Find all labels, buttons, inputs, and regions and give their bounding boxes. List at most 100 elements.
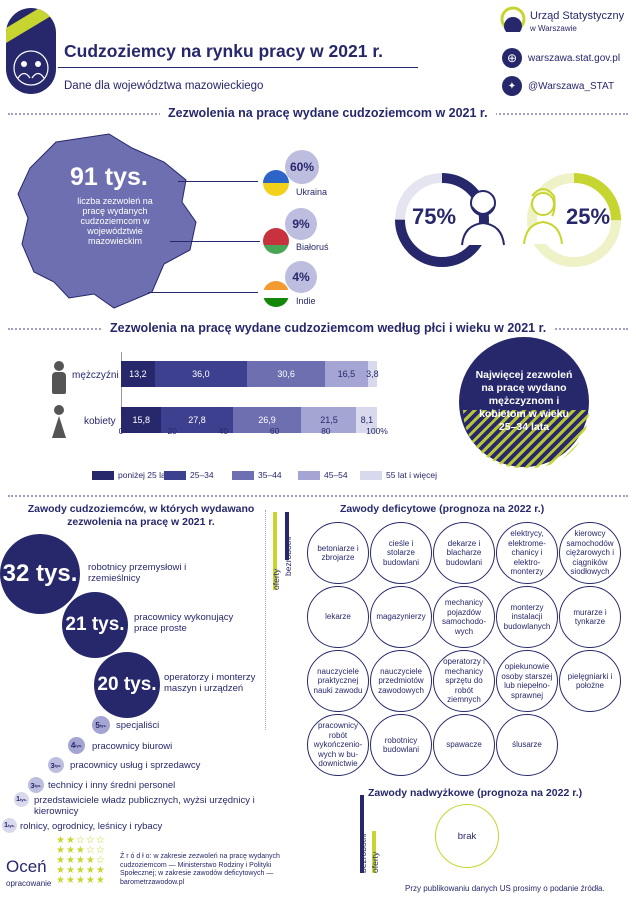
deficit-occupation: robotnicy budowlani <box>370 714 432 776</box>
country-name: Ukraina <box>296 187 328 197</box>
section2-title: Zezwolenia na pracę wydane cudzoziemcom … <box>102 321 555 335</box>
bar-segment: 26,9 <box>232 407 302 433</box>
india-flag-icon <box>263 281 289 307</box>
bar-segment: 21,5 <box>301 407 357 433</box>
legend-swatch <box>232 470 254 480</box>
deficit-occupation: opiekunowie osoby starszej lub niepełno-… <box>496 650 558 712</box>
section3-separator <box>8 495 628 497</box>
page-title: Cudzoziemcy na rynku pracy w 2021 r. <box>64 41 384 61</box>
org-name: Urząd Statystyczny <box>530 10 625 22</box>
twitter-icon: ✦ <box>502 76 522 96</box>
legend-label: 55 lat i więcej <box>386 470 438 480</box>
axis-label-unemployed: bezrobotni <box>283 536 293 576</box>
title-divider <box>58 67 418 68</box>
bar-row-men: 13,2 36,0 30,6 16,5 3,8 <box>121 361 379 387</box>
occupation-small-bubble: 3 tys. <box>48 757 64 773</box>
section4-left-divider <box>265 510 266 730</box>
deficit-occupation: nauczyciele praktycznej nauki zawodu <box>307 650 369 712</box>
star-icon[interactable]: ★★★☆☆ <box>56 845 106 856</box>
legend-item: 45–54 <box>298 470 348 480</box>
country-name: Białoruś <box>296 242 329 252</box>
occupation-small-bubble: 1 tys. <box>2 818 17 833</box>
permits-description: liczba zezwoleń na pracę wydanych cudzoz… <box>77 196 153 246</box>
legend-item: 25–34 <box>164 470 214 480</box>
rating-stars[interactable]: ★★☆☆☆ ★★★☆☆ ★★★★☆ ★★★★★ ★★★★★ <box>56 836 116 892</box>
legend-swatch <box>360 470 382 480</box>
country-pct-bubble: 9% <box>285 208 317 240</box>
bar-segment: 13,2 <box>121 361 155 387</box>
occupation-small-bubble: 3 tys. <box>28 777 44 793</box>
x-tick-label: 80 <box>321 426 331 436</box>
twitter-link[interactable]: @Warszawa_STAT <box>528 81 615 92</box>
occupation-label: przedstawiciele władz publicznych, wyżsi… <box>34 795 255 817</box>
axis-label-unemployed: bezrobotni <box>358 833 368 873</box>
surplus-none-label: brak <box>457 830 477 842</box>
belarus-flag-icon <box>263 228 289 254</box>
bar-segment: 8,1 <box>356 407 378 433</box>
org-subname: w Warszawie <box>530 24 577 33</box>
man-icon <box>461 190 505 246</box>
website-link[interactable]: warszawa.stat.gov.pl <box>528 53 621 64</box>
occupation-small-bubble: 5 tys. <box>92 716 110 734</box>
section1-title: Zezwolenia na pracę wydane cudzoziemcom … <box>160 106 496 120</box>
women-pct: 25% <box>566 204 611 229</box>
star-icon[interactable]: ★★☆☆☆ <box>56 835 106 846</box>
axis-label-offers: oferty <box>370 851 380 873</box>
country-pct-bubble: 4% <box>285 261 317 293</box>
deficit-occupation: murarze i tynkarze <box>559 586 621 648</box>
legend-swatch <box>298 470 320 480</box>
bar-segment: 30,6 <box>246 361 326 387</box>
star-icon[interactable]: ★★★★☆ <box>56 855 106 866</box>
deficit-occupation: betoniarze i zbrojarze <box>307 522 369 584</box>
legend-item: 55 lat i więcej <box>360 470 437 480</box>
section4-title: Zawody deficytowe (prognoza na 2022 r.) <box>340 503 545 515</box>
surplus-axis: bezrobotni oferty <box>358 795 388 875</box>
woman-silhouette-icon <box>52 405 66 439</box>
deficit-occupation: mechanicy pojazdów samochodo-wych <box>433 586 495 648</box>
legend-label: 35–44 <box>258 470 282 480</box>
bar-segment: 3,8 <box>366 361 379 387</box>
section5-title: Zawody nadwyżkowe (prognoza na 2022 r.) <box>368 787 583 799</box>
rate-title[interactable]: Oceń <box>6 857 47 876</box>
header-logo-badge <box>6 8 56 94</box>
occupation-label: rolnicy, ogrodnicy, leśnicy i rybacy <box>20 821 163 832</box>
deficit-occupation: spawacze <box>433 714 495 776</box>
occupation-label: specjaliści <box>116 720 160 731</box>
occupation-label: technicy i inny średni personel <box>48 780 176 791</box>
category-label: kobiety <box>84 416 116 427</box>
bar-segment: 27,8 <box>161 407 233 433</box>
page-subtitle: Dane dla województwa mazowieckiego <box>64 80 264 92</box>
occupation-value: 32 tys. <box>0 534 80 614</box>
deficit-occupation: lekarze <box>307 586 369 648</box>
men-pct: 75% <box>412 204 457 229</box>
deficit-occupation: monterzy instalacji budowlanych <box>496 586 558 648</box>
publication-note: Przy publikowaniu danych US prosimy o po… <box>405 884 605 893</box>
x-tick-label: 20 <box>167 426 177 436</box>
deficit-occupation: pracownicy robót wykończenio-wych w bu-d… <box>307 714 369 776</box>
star-icon[interactable]: ★★★★★ <box>56 865 106 876</box>
x-tick-label: 60 <box>269 426 280 436</box>
legend-label: 25–34 <box>190 470 214 480</box>
occupation-value: 20 tys. <box>94 652 160 718</box>
x-tick-label: 100% <box>366 426 388 436</box>
surplus-none-circle: brak <box>435 804 499 868</box>
ukraine-flag-icon <box>263 170 289 196</box>
deficit-occupation: pielęgniarki i położne <box>559 650 621 712</box>
bar-segment: 16,5 <box>325 361 368 387</box>
legend-item: 35–44 <box>232 470 282 480</box>
rate-subtitle: opracowanie <box>6 879 52 888</box>
deficit-occupation: kierowcy samochodów ciężarowych i ciągni… <box>559 522 621 584</box>
bar-row-women: 15,8 27,8 26,9 21,5 8,1 <box>121 407 378 433</box>
deficit-occupation: ślusarze <box>496 714 558 776</box>
deficit-occupation: nauczyciele przedmiotów zawodowych <box>370 650 432 712</box>
star-icon[interactable]: ★★★★★ <box>56 875 106 886</box>
globe-icon: ⊕ <box>502 48 522 68</box>
x-tick-label: 0 <box>118 426 124 436</box>
deficit-occupation: elektrycy, elektrome-chanicy i elektro-m… <box>496 522 558 584</box>
x-tick-label: 40 <box>218 426 229 436</box>
country-name: Indie <box>296 296 316 306</box>
legend-swatch <box>164 470 186 480</box>
bar-segment: 15,8 <box>121 407 162 433</box>
bar-segment: 36,0 <box>154 361 247 387</box>
mazowieckie-map <box>17 133 197 309</box>
